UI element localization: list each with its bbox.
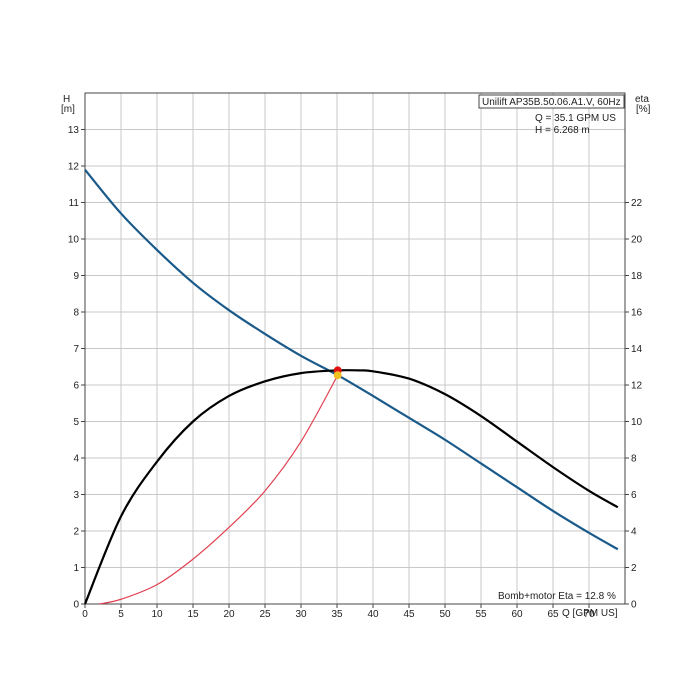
y-left-tick-label: 12	[68, 162, 80, 173]
y-left-tick-label: 13	[68, 125, 80, 136]
y-right-tick-label: 0	[631, 600, 637, 611]
y-left-tick-label: 7	[73, 344, 79, 355]
x-tick-label: 30	[295, 609, 307, 620]
y-left-tick-label: 0	[73, 600, 79, 611]
y-left-tick-label: 1	[73, 563, 79, 574]
x-tick-label: 65	[547, 609, 559, 620]
efficiency-curve	[83, 369, 619, 605]
duty-point-marker	[333, 371, 342, 380]
h-readout: H = 6.268 m	[535, 125, 590, 136]
x-tick-label: 35	[331, 609, 343, 620]
y-right-tick-label: 14	[631, 344, 643, 355]
y-right-tick-label: 8	[631, 454, 637, 465]
y-right-tick-label: 10	[631, 417, 643, 428]
y-left-unit: [m]	[61, 104, 75, 115]
x-tick-label: 0	[82, 609, 88, 620]
y-left-tick-label: 10	[68, 235, 80, 246]
y-left-tick-label: 3	[73, 490, 79, 501]
x-tick-label: 10	[151, 609, 163, 620]
eta-readout: Bomb+motor Eta = 12.8 %	[498, 591, 616, 602]
y-left-tick-label: 4	[73, 454, 79, 465]
y-right-tick-label: 2	[631, 563, 637, 574]
x-tick-label: 50	[439, 609, 451, 620]
x-axis-label: Q [GPM US]	[562, 608, 618, 619]
x-tick-label: 55	[475, 609, 487, 620]
title-box	[478, 94, 625, 109]
q-readout: Q = 35.1 GPM US	[535, 113, 616, 124]
y-left-tick-label: 11	[69, 198, 80, 209]
y-right-tick-label: 18	[631, 271, 643, 282]
grid-lines	[85, 93, 625, 604]
tick-labels: 0 5 10 15 20 25 30 35 40 45 50 55 60 65 70012345678910…	[68, 125, 643, 620]
y-right-tick-label: 16	[631, 308, 643, 319]
x-tick-label: 15	[187, 609, 199, 620]
y-left-unit-name: H	[63, 94, 70, 105]
y-left-tick-label: 8	[73, 308, 79, 319]
y-left-tick-label: 5	[73, 417, 79, 428]
system-curve	[99, 374, 339, 605]
x-tick-label: 70	[583, 609, 595, 620]
y-right-tick-label: 22	[631, 198, 643, 209]
y-right-tick-label: 12	[631, 381, 643, 392]
x-tick-label: 20	[223, 609, 235, 620]
chart-title: Unilift AP35B.50.06.A1.V, 60Hz	[482, 97, 621, 108]
series-layer	[83, 168, 619, 605]
y-right-unit-name: eta	[635, 94, 649, 105]
y-right-tick-label: 20	[631, 235, 643, 246]
y-right-tick-label: 6	[631, 490, 637, 501]
y-right-unit: [%]	[636, 104, 651, 115]
x-tick-label: 25	[259, 609, 271, 620]
x-tick-label: 45	[403, 609, 415, 620]
x-tick-label: 5	[118, 609, 124, 620]
head-curve	[84, 168, 619, 551]
y-left-tick-label: 9	[73, 271, 79, 282]
y-right-tick-label: 4	[631, 527, 637, 538]
y-left-tick-label: 2	[73, 527, 79, 538]
y-left-tick-label: 6	[73, 381, 79, 392]
x-tick-label: 60	[511, 609, 523, 620]
x-tick-label: 40	[367, 609, 379, 620]
